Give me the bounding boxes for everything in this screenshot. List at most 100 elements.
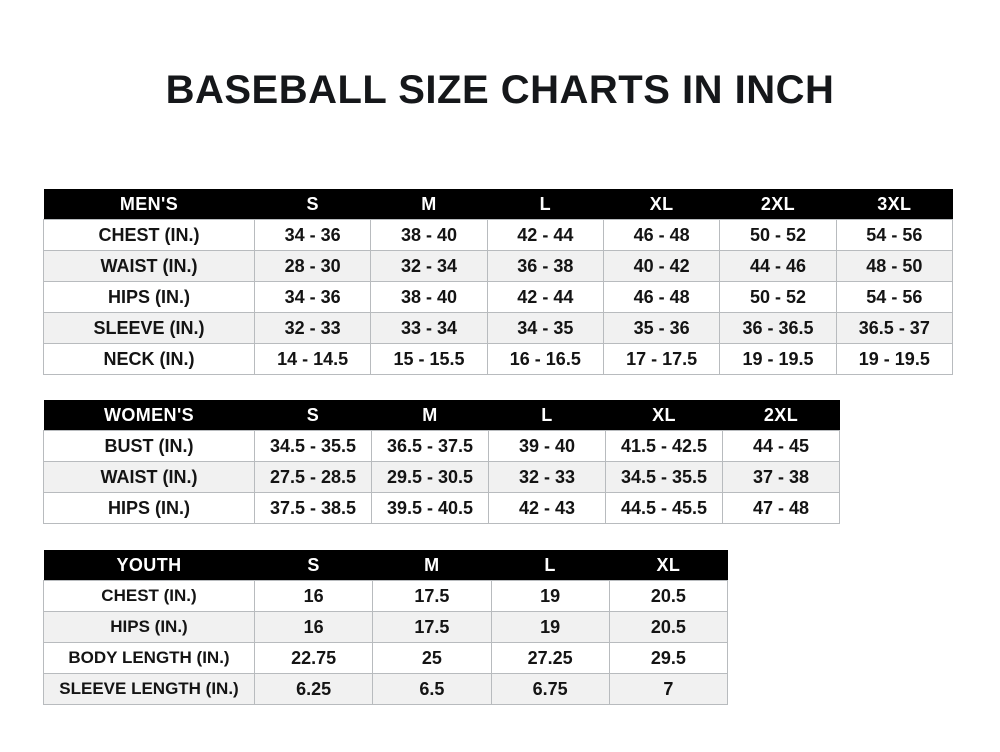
measurement-value: 36 - 36.5 bbox=[719, 312, 837, 344]
measurement-value: 48 - 50 bbox=[835, 250, 954, 282]
measurement-value: 6.25 bbox=[253, 673, 374, 705]
size-column-header: L bbox=[491, 550, 610, 581]
measurement-value: 54 - 56 bbox=[835, 219, 954, 251]
measurement-value: 19 bbox=[490, 611, 610, 643]
measurement-label: CHEST (IN.) bbox=[43, 580, 255, 612]
measurement-label: BODY LENGTH (IN.) bbox=[43, 642, 255, 674]
measurement-value: 17.5 bbox=[372, 611, 492, 643]
size-column-header: M bbox=[370, 189, 488, 220]
measurement-label: NECK (IN.) bbox=[43, 343, 255, 375]
womens-size-table: WOMEN'S S M L XL 2XL BUST (IN.) 34.5 - 35.5 36.5… bbox=[43, 400, 840, 524]
table-header-row: WOMEN'S S M L XL 2XL bbox=[43, 400, 840, 431]
measurement-value: 50 - 52 bbox=[719, 219, 837, 251]
size-column-header: L bbox=[488, 400, 606, 431]
measurement-value: 39 - 40 bbox=[488, 430, 606, 462]
measurement-value: 34 - 36 bbox=[253, 219, 372, 251]
table-row: HIPS (IN.) 37.5 - 38.5 39.5 - 40.5 42 - 43 4… bbox=[43, 492, 840, 524]
measurement-value: 35 - 36 bbox=[602, 312, 721, 344]
measurement-value: 32 - 33 bbox=[488, 461, 606, 493]
measurement-value: 44 - 45 bbox=[722, 430, 840, 462]
measurement-value: 22.75 bbox=[253, 642, 374, 674]
size-column-header: 3XL bbox=[836, 189, 953, 220]
measurement-value: 44.5 - 45.5 bbox=[605, 492, 723, 524]
measurement-label: WAIST (IN.) bbox=[43, 250, 255, 282]
measurement-value: 42 - 43 bbox=[488, 492, 606, 524]
table-row: SLEEVE LENGTH (IN.) 6.25 6.5 6.75 7 bbox=[43, 673, 729, 705]
measurement-value: 7 bbox=[608, 673, 729, 705]
measurement-value: 19 bbox=[490, 580, 610, 612]
table-row: WAIST (IN.) 27.5 - 28.5 29.5 - 30.5 32 - 33… bbox=[43, 461, 840, 493]
measurement-value: 46 - 48 bbox=[602, 219, 721, 251]
measurement-value: 54 - 56 bbox=[835, 281, 954, 313]
size-column-header: M bbox=[371, 400, 489, 431]
size-column-header: XL bbox=[603, 189, 720, 220]
measurement-label: CHEST (IN.) bbox=[43, 219, 255, 251]
measurement-label: HIPS (IN.) bbox=[43, 492, 255, 524]
measurement-label: BUST (IN.) bbox=[43, 430, 255, 462]
measurement-value: 40 - 42 bbox=[602, 250, 721, 282]
table-category-label: WOMEN'S bbox=[43, 400, 255, 431]
measurement-value: 42 - 44 bbox=[486, 281, 604, 313]
measurement-value: 32 - 34 bbox=[370, 250, 488, 282]
measurement-value: 33 - 34 bbox=[370, 312, 488, 344]
measurement-label: SLEEVE LENGTH (IN.) bbox=[43, 673, 255, 705]
measurement-value: 34 - 36 bbox=[253, 281, 372, 313]
measurement-value: 20.5 bbox=[608, 611, 729, 643]
size-column-header: S bbox=[254, 550, 373, 581]
measurement-value: 37.5 - 38.5 bbox=[254, 492, 372, 524]
table-row: HIPS (IN.) 34 - 36 38 - 40 42 - 44 46 - 48 50… bbox=[43, 281, 954, 313]
measurement-value: 37 - 38 bbox=[722, 461, 840, 493]
measurement-value: 6.75 bbox=[490, 673, 610, 705]
table-category-label: YOUTH bbox=[43, 550, 255, 581]
measurement-value: 16 bbox=[253, 611, 374, 643]
table-row: BUST (IN.) 34.5 - 35.5 36.5 - 37.5 39 - 40 4… bbox=[43, 430, 840, 462]
measurement-value: 6.5 bbox=[372, 673, 492, 705]
page-title: BASEBALL SIZE CHARTS IN INCH bbox=[165, 68, 835, 112]
measurement-value: 34 - 35 bbox=[486, 312, 604, 344]
measurement-value: 46 - 48 bbox=[602, 281, 721, 313]
measurement-value: 38 - 40 bbox=[370, 219, 488, 251]
measurement-value: 36 - 38 bbox=[486, 250, 604, 282]
table-row: SLEEVE (IN.) 32 - 33 33 - 34 34 - 35 35 - 36… bbox=[43, 312, 954, 344]
measurement-value: 17.5 bbox=[372, 580, 492, 612]
measurement-value: 17 - 17.5 bbox=[602, 343, 721, 375]
measurement-value: 39.5 - 40.5 bbox=[371, 492, 489, 524]
measurement-value: 44 - 46 bbox=[719, 250, 837, 282]
table-row: BODY LENGTH (IN.) 22.75 25 27.25 29.5 bbox=[43, 642, 729, 674]
mens-size-table: MEN'S S M L XL 2XL 3XL CHEST (IN.) 34 - 36 38 - 4… bbox=[43, 189, 954, 375]
measurement-value: 25 bbox=[372, 642, 492, 674]
measurement-value: 38 - 40 bbox=[370, 281, 488, 313]
measurement-value: 19 - 19.5 bbox=[835, 343, 954, 375]
size-column-header: M bbox=[372, 550, 491, 581]
table-row: CHEST (IN.) 34 - 36 38 - 40 42 - 44 46 - 48 5… bbox=[43, 219, 954, 251]
measurement-label: WAIST (IN.) bbox=[43, 461, 255, 493]
measurement-value: 36.5 - 37.5 bbox=[371, 430, 489, 462]
measurement-value: 16 bbox=[253, 580, 374, 612]
measurement-label: HIPS (IN.) bbox=[43, 281, 255, 313]
measurement-label: HIPS (IN.) bbox=[43, 611, 255, 643]
measurement-value: 42 - 44 bbox=[486, 219, 604, 251]
table-row: HIPS (IN.) 16 17.5 19 20.5 bbox=[43, 611, 729, 643]
measurement-value: 47 - 48 bbox=[722, 492, 840, 524]
measurement-value: 34.5 - 35.5 bbox=[254, 430, 372, 462]
table-header-row: YOUTH S M L XL bbox=[43, 550, 728, 581]
measurement-value: 34.5 - 35.5 bbox=[605, 461, 723, 493]
measurement-value: 32 - 33 bbox=[253, 312, 372, 344]
measurement-value: 29.5 - 30.5 bbox=[371, 461, 489, 493]
size-column-header: 2XL bbox=[719, 189, 837, 220]
measurement-value: 41.5 - 42.5 bbox=[605, 430, 723, 462]
measurement-value: 28 - 30 bbox=[253, 250, 372, 282]
table-row: CHEST (IN.) 16 17.5 19 20.5 bbox=[43, 580, 729, 612]
size-column-header: XL bbox=[609, 550, 728, 581]
table-header-row: MEN'S S M L XL 2XL 3XL bbox=[43, 189, 953, 220]
size-column-header: S bbox=[254, 400, 372, 431]
table-row: NECK (IN.) 14 - 14.5 15 - 15.5 16 - 16.5 17 … bbox=[43, 343, 954, 375]
youth-size-table: YOUTH S M L XL CHEST (IN.) 16 17.5 19 20.5 HIPS (I… bbox=[43, 550, 729, 705]
size-column-header: 2XL bbox=[722, 400, 840, 431]
measurement-value: 16 - 16.5 bbox=[486, 343, 604, 375]
measurement-value: 27.25 bbox=[490, 642, 610, 674]
measurement-value: 27.5 - 28.5 bbox=[254, 461, 372, 493]
measurement-value: 14 - 14.5 bbox=[253, 343, 372, 375]
measurement-label: SLEEVE (IN.) bbox=[43, 312, 255, 344]
size-column-header: S bbox=[254, 189, 371, 220]
